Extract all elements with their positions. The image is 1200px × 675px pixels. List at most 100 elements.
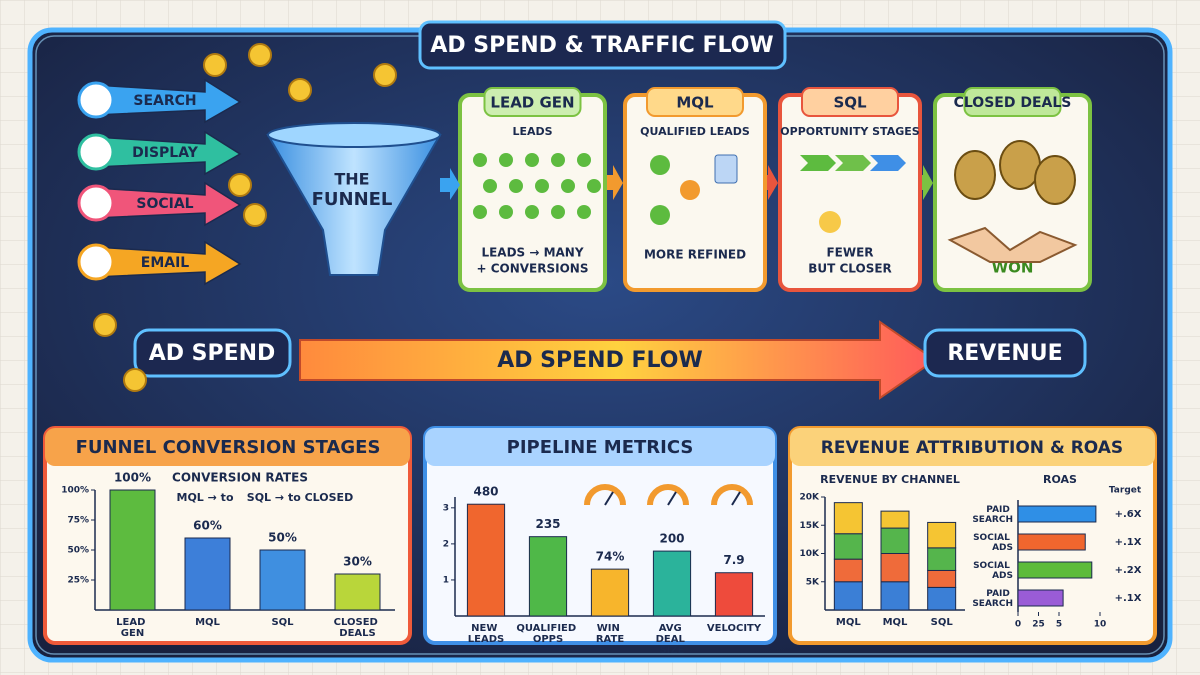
x-tick-label: WIN RATE: [596, 623, 624, 645]
funnel-label: FUNNEL: [312, 189, 393, 210]
target-title: Target: [1109, 486, 1142, 496]
money-bag: [999, 140, 1041, 190]
bar-segment: [880, 581, 910, 611]
lead-icon: [577, 153, 591, 167]
channel-label: SEARCH: [133, 93, 196, 109]
y-tick-label: SOCIAL ADS: [973, 533, 1013, 553]
coin: [248, 43, 272, 67]
lead-icon: [680, 180, 700, 200]
value-label: 74%: [596, 550, 625, 564]
y-tick-label: 5K: [806, 577, 820, 587]
funnel-rim: [267, 122, 441, 148]
channel-arrow: [94, 130, 242, 176]
revenue-box: [923, 328, 1087, 378]
coin: [373, 63, 397, 87]
lead-icon: [535, 179, 549, 193]
step-label: SQL → to CLOSED: [247, 491, 353, 504]
y-tick-label: 20K: [800, 493, 821, 503]
x-tick-label: QUALIFIED OPPS: [516, 623, 579, 645]
bar-segment: [927, 569, 957, 588]
revenue-label: REVENUE: [947, 341, 1062, 366]
title-box: [418, 20, 787, 70]
y-tick-label: 1: [443, 575, 449, 585]
value-label: 200: [659, 532, 684, 546]
bar: [1017, 561, 1093, 579]
channel-icon: [77, 133, 115, 171]
stage-chevron: [835, 155, 871, 171]
channel-label: EMAIL: [141, 255, 190, 271]
stage-subtitle: QUALIFIED LEADS: [640, 125, 750, 138]
channel-label: SOCIAL: [136, 196, 193, 212]
gauge: [584, 484, 626, 506]
bar-segment: [927, 521, 957, 549]
stage-note: LEADS → MANY: [481, 246, 583, 260]
chart-title: REVENUE BY CHANNEL: [820, 473, 960, 486]
chart-title: ROAS: [1043, 473, 1077, 486]
gauge: [711, 484, 753, 506]
lead-icon: [525, 153, 539, 167]
stage-chevron: [800, 155, 836, 171]
y-tick-label: 25%: [67, 576, 89, 586]
stage-arrow: [440, 168, 460, 200]
lead-icon: [577, 205, 591, 219]
lead-icon: [561, 179, 575, 193]
coin: [228, 173, 252, 197]
flow-label: AD SPEND FLOW: [497, 348, 703, 373]
pipeline-header: [425, 428, 775, 466]
stage-header: [801, 87, 899, 117]
value-label: 235: [535, 517, 560, 531]
stage-note: + CONVERSIONS: [476, 262, 588, 276]
stage-title: LEAD GEN: [490, 94, 574, 112]
doc-icon: [714, 154, 738, 184]
y-tick-label: 50%: [67, 546, 89, 556]
panel-title: PIPELINE METRICS: [507, 437, 694, 458]
x-tick-label: MQL: [883, 617, 908, 628]
lead-icon: [509, 179, 523, 193]
value-label: 60%: [193, 519, 222, 533]
panel-subtitle: CONVERSION RATES: [172, 471, 308, 485]
target-label: +.6X: [1115, 509, 1142, 520]
bar: [109, 489, 156, 611]
target-label: +.1X: [1115, 537, 1142, 548]
y-tick-label: 100%: [61, 486, 89, 496]
y-tick-label: PAID SEARCH: [972, 589, 1013, 609]
lead-icon: [473, 205, 487, 219]
stage-note: BUT CLOSER: [808, 262, 892, 276]
value-label: 100%: [114, 471, 151, 485]
x-tick-label: 25: [1032, 620, 1045, 630]
bar: [528, 536, 568, 617]
y-tick-label: 3: [443, 503, 449, 513]
coin: [123, 368, 147, 392]
stage-note: MORE REFINED: [644, 248, 746, 262]
stage-header: [963, 87, 1062, 117]
value-label: 7.9: [723, 553, 744, 567]
coin: [243, 203, 267, 227]
lead-icon: [473, 153, 487, 167]
x-tick-label: SQL: [931, 617, 954, 628]
face-icon: [819, 211, 841, 233]
revenue-header: [790, 428, 1155, 466]
ad-spend-label: AD SPEND: [149, 341, 276, 366]
stage-subtitle: OPPORTUNITY STAGES: [780, 125, 919, 138]
value-label: 50%: [268, 531, 297, 545]
lead-icon: [525, 205, 539, 219]
bar-segment: [880, 553, 910, 583]
target-label: +.2X: [1115, 565, 1142, 576]
coin: [288, 78, 312, 102]
stage-title: MQL: [676, 94, 714, 112]
bar: [652, 550, 692, 617]
bar-segment: [927, 547, 957, 571]
conversion-header: [45, 428, 410, 466]
funnel-label: THE: [334, 170, 369, 189]
stage-arrow: [922, 165, 933, 200]
money-bag: [954, 150, 996, 200]
x-tick-label: SQL: [271, 617, 294, 628]
gauge: [647, 484, 689, 506]
gauge-needle: [667, 491, 677, 506]
channel-icon: [77, 184, 115, 222]
lead-icon: [551, 205, 565, 219]
x-tick-label: 0: [1015, 620, 1021, 630]
handshake: [947, 226, 1078, 263]
bar: [1017, 505, 1097, 523]
coin: [93, 313, 117, 337]
